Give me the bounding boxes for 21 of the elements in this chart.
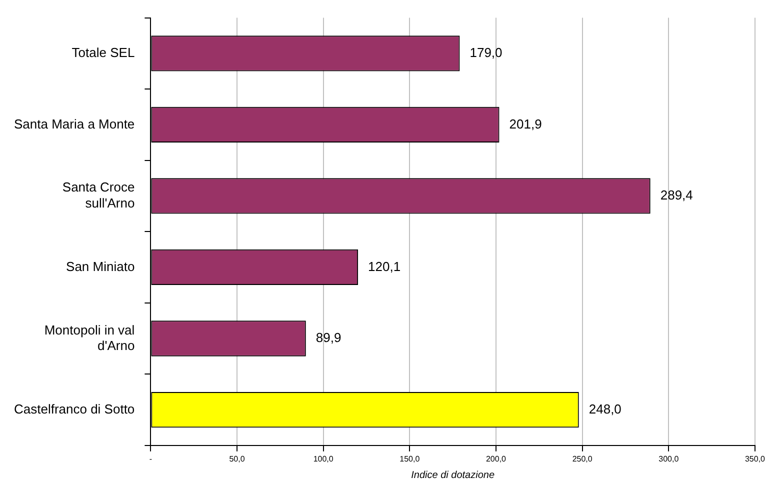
data-label: 248,0 <box>588 401 622 416</box>
x-tick-label: 200,0 <box>486 454 507 464</box>
x-tick-label: 150,0 <box>400 454 420 464</box>
x-tick-label: - <box>149 454 152 464</box>
y-tick-label: San Miniato <box>66 258 135 274</box>
data-label: 89,9 <box>316 330 342 346</box>
x-axis-title: Indice di dotazione <box>411 470 495 481</box>
x-tick-label: 100,0 <box>313 454 334 464</box>
data-label: 179,0 <box>470 45 502 60</box>
x-tick-label: 250,0 <box>572 454 593 464</box>
data-label: 120,1 <box>368 258 401 274</box>
x-tick-label: 50,0 <box>229 454 246 464</box>
data-label: 201,9 <box>509 116 542 132</box>
x-tick-label: 300,0 <box>658 454 680 464</box>
y-tick-label: Santa Maria a Monte <box>14 116 135 132</box>
y-tick-label: Castelfranco di Sotto <box>14 401 135 416</box>
x-tick-label: 350,0 <box>744 454 766 464</box>
y-tick-label: Totale SEL <box>72 45 135 60</box>
y-tick-label: Santa Croce sull'Arno <box>62 180 135 210</box>
data-label: 289,4 <box>660 188 693 203</box>
y-tick-label: Montopoli in val d'Arno <box>44 322 135 353</box>
